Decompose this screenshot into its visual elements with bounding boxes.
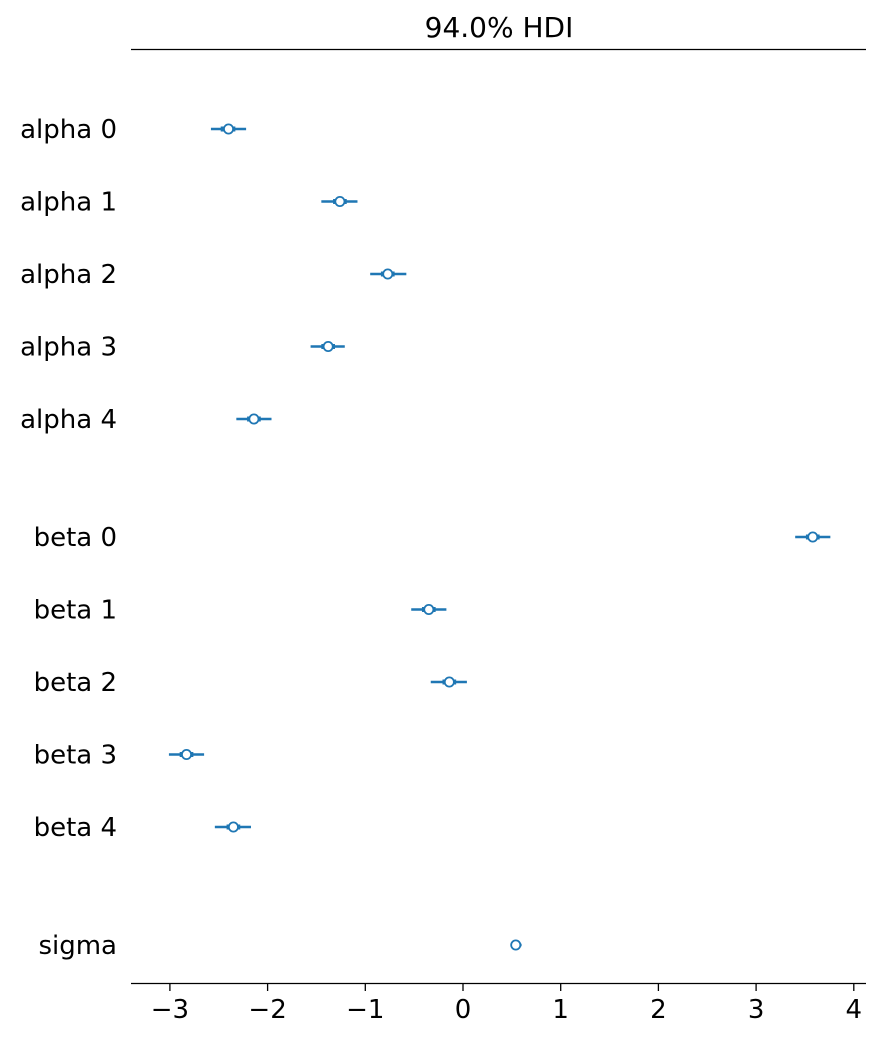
x-tick-label: −1 <box>346 995 384 1025</box>
row-label: alpha 4 <box>20 405 117 435</box>
mean-point <box>807 531 819 543</box>
row-label: beta 2 <box>34 668 117 698</box>
row-label: beta 3 <box>34 741 117 771</box>
row-label: beta 0 <box>34 523 117 553</box>
x-tick-label: 3 <box>748 995 765 1025</box>
hdi-row: alpha 2 <box>20 260 407 290</box>
hdi-row: alpha 3 <box>20 333 345 363</box>
hdi-row: alpha 0 <box>20 115 247 145</box>
mean-point <box>423 604 435 616</box>
hdi-row: beta 0 <box>34 523 831 553</box>
x-tick-label: 1 <box>552 995 569 1025</box>
x-tick-label: 0 <box>455 995 472 1025</box>
row-label: alpha 1 <box>20 188 117 218</box>
mean-point <box>223 123 235 135</box>
mean-point <box>181 749 193 761</box>
hdi-row: beta 3 <box>34 741 205 771</box>
hdi-row: beta 4 <box>34 813 251 843</box>
row-label: alpha 2 <box>20 260 117 290</box>
chart-title: 94.0% HDI <box>425 11 574 44</box>
mean-point <box>248 413 260 425</box>
x-tick-label: 4 <box>846 995 863 1025</box>
x-tick-label: −2 <box>248 995 286 1025</box>
hdi-row: sigma <box>38 931 522 961</box>
x-tick-label: −3 <box>151 995 189 1025</box>
hdi-row: alpha 4 <box>20 405 272 435</box>
hdi-row: alpha 1 <box>20 188 358 218</box>
row-label: alpha 3 <box>20 333 117 363</box>
row-label: sigma <box>38 931 117 961</box>
mean-point <box>334 195 346 207</box>
mean-point <box>322 340 334 352</box>
x-tick-label: 2 <box>650 995 667 1025</box>
x-axis: −3 −2 −1 0 1 2 3 4 <box>151 983 863 1025</box>
hdi-rows: alpha 0 alpha 1 alpha 2 alpha 3 alpha 4 beta … <box>20 115 831 961</box>
mean-point <box>227 821 239 833</box>
row-label: beta 4 <box>34 813 117 843</box>
row-label: beta 1 <box>34 596 117 626</box>
hdi-row: beta 1 <box>34 596 447 626</box>
mean-point <box>382 268 394 280</box>
mean-point <box>510 939 522 951</box>
hdi-row: beta 2 <box>34 668 467 698</box>
mean-point <box>443 676 455 688</box>
row-label: alpha 0 <box>20 115 117 145</box>
